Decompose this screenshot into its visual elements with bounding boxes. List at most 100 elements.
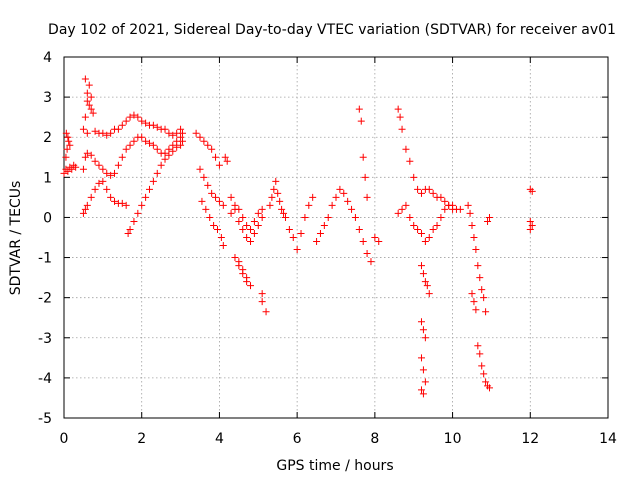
data-point [103,169,111,177]
data-point [482,308,490,316]
data-point [266,201,274,209]
data-point [107,129,115,137]
data-point [254,221,262,229]
data-point [332,193,340,201]
data-point [414,225,422,233]
data-point [83,149,91,157]
data-point [419,366,427,374]
data-point [177,141,185,149]
data-point [227,193,235,201]
data-point [65,137,73,145]
data-point [417,189,425,197]
data-point [526,217,534,225]
data-point [83,129,91,137]
data-point [213,225,221,233]
data-point [293,246,301,254]
data-point [396,113,404,121]
data-point [142,193,150,201]
data-point [243,221,251,229]
data-point [406,213,414,221]
data-point [79,125,87,133]
data-point [474,342,482,350]
data-point [316,229,324,237]
data-point [437,193,445,201]
data-point [371,234,379,241]
data-point [85,101,93,109]
data-point [200,173,208,181]
data-point [289,234,297,241]
data-point [336,185,344,193]
data-point [215,161,223,169]
y-tick-label: 3 [43,90,52,106]
data-point [355,105,363,113]
data-point [99,165,107,173]
data-point [66,141,74,149]
data-point [126,141,134,149]
data-point [281,213,289,221]
data-point [145,139,153,147]
data-point [247,225,255,233]
y-axis-label: SDTVAR / TECUs [8,181,24,296]
data-point [89,109,97,117]
data-point [157,161,165,169]
data-point [423,282,431,290]
data-point [138,117,146,125]
data-point [449,205,457,213]
data-point [419,270,427,278]
data-point [60,169,68,177]
data-point [417,318,425,326]
data-point [99,177,107,185]
data-point [478,286,486,294]
data-point [81,75,89,83]
data-point [476,350,484,358]
data-point [441,205,449,213]
data-point [239,213,247,221]
data-point [179,129,187,137]
data-point [301,213,309,221]
data-point [348,205,356,213]
data-point [456,205,464,213]
data-point [437,213,445,221]
data-point [87,93,95,101]
data-point [64,133,72,141]
data-point [309,193,317,201]
data-point [480,370,488,378]
data-point [221,153,229,161]
data-point [142,119,150,127]
data-point [468,221,476,229]
data-point [402,201,410,209]
data-point [328,201,336,209]
data-point [126,113,134,121]
data-point [87,193,95,201]
data-point [417,229,425,237]
series-early-cluster [60,129,80,177]
data-point [258,298,266,306]
data-point [421,238,429,246]
data-point [210,221,218,229]
data-point [355,225,363,233]
data-point [149,177,157,185]
data-points [60,75,536,398]
data-point [165,145,173,153]
data-point [398,205,406,213]
data-point [204,141,212,149]
data-point [215,197,223,205]
chart-title: Day 102 of 2021, Sidereal Day-to-day VTE… [48,22,616,38]
data-point [103,185,111,193]
data-point [402,145,410,153]
y-tick-label: 0 [43,210,52,226]
data-point [68,165,76,173]
data-point [485,384,493,392]
series-upper-arc [79,75,187,139]
data-point [114,125,122,133]
data-point [285,225,293,233]
data-point [280,209,288,217]
data-point [87,151,95,159]
data-point [149,141,157,149]
data-point [394,209,402,217]
data-point [375,238,383,246]
data-point [276,197,284,205]
data-point [83,201,91,209]
data-point [417,262,425,270]
